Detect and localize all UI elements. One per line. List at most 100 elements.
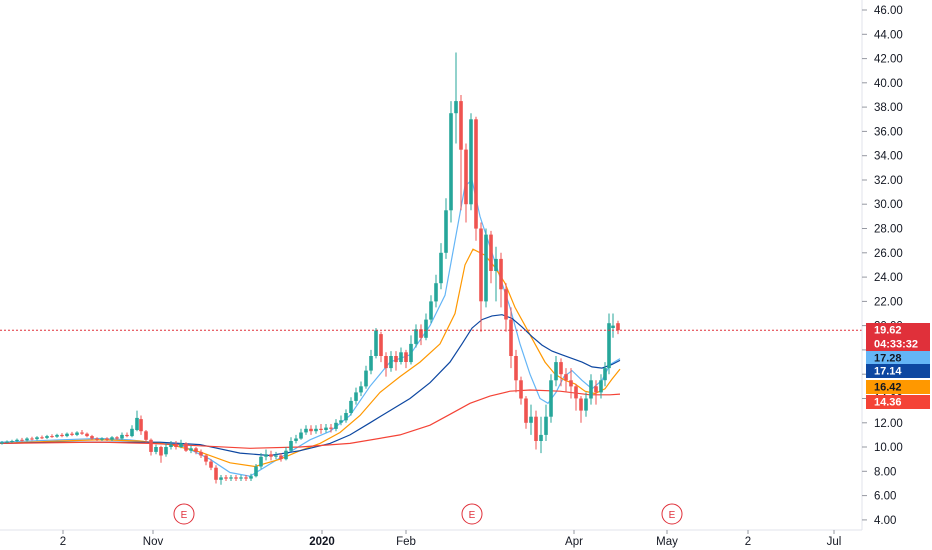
candle-body — [144, 431, 148, 440]
candle — [434, 274, 438, 308]
price-tick-label: 30.00 — [874, 199, 903, 211]
candle — [274, 451, 278, 460]
price-tick-label: 24.00 — [874, 272, 903, 284]
candle — [289, 437, 293, 452]
last-price-tag: 19.62 — [866, 323, 930, 337]
candle-body — [544, 416, 548, 435]
candle — [524, 396, 528, 429]
candle-body — [444, 210, 448, 253]
candle — [259, 453, 263, 469]
candle — [359, 381, 363, 397]
candle-body — [100, 438, 104, 440]
candle — [419, 324, 423, 346]
candle-body — [284, 450, 288, 460]
candle — [539, 416, 543, 454]
candle — [60, 433, 64, 438]
candle — [105, 437, 109, 441]
candle — [329, 424, 333, 433]
candle-body — [439, 252, 443, 284]
candle-body — [434, 283, 438, 302]
time-tick-label: Apr — [565, 536, 583, 548]
candle-body — [80, 432, 84, 434]
ma-value-tag-2: 17.14 — [866, 364, 930, 378]
candle-body — [334, 422, 338, 429]
candle — [75, 431, 79, 437]
candle-body — [424, 319, 428, 338]
price-axis[interactable]: 46.00 44.00 42.00 40.00 38.00 36.00 34.00 32.00… — [862, 5, 903, 527]
candle-body — [559, 362, 563, 375]
earnings-marker-circle — [461, 503, 483, 525]
candle — [244, 475, 248, 481]
candle — [199, 449, 203, 458]
price-tick-label: 36.00 — [874, 126, 903, 138]
candle-body — [289, 441, 293, 451]
candle — [611, 313, 615, 338]
candle — [449, 101, 453, 223]
candle — [454, 52, 458, 144]
candle-body — [594, 386, 598, 393]
candle-body — [85, 433, 89, 437]
ma-value-tag-1: 17.28 — [866, 351, 930, 365]
candle-body — [115, 437, 119, 439]
earnings-marker-circle — [173, 503, 195, 525]
candle-body — [514, 356, 518, 381]
candle-body — [409, 343, 413, 363]
candle — [514, 349, 518, 393]
candle — [20, 437, 24, 442]
earnings-marker[interactable]: E — [661, 503, 683, 525]
candle-body — [5, 441, 9, 443]
candle — [549, 374, 553, 423]
candle-body — [130, 428, 134, 437]
candle — [169, 441, 173, 450]
candle-body — [120, 434, 124, 439]
candle — [409, 335, 413, 365]
candle — [464, 143, 468, 223]
candle — [279, 453, 283, 462]
candle — [219, 475, 223, 485]
candle — [130, 425, 134, 438]
candle — [189, 445, 193, 454]
time-tick-label: 2 — [60, 536, 66, 548]
ma-value-tag-4: 14.36 — [866, 395, 930, 409]
candle-body — [534, 416, 538, 441]
candle-body — [65, 433, 69, 437]
candle — [299, 428, 303, 440]
candle-body — [154, 447, 158, 452]
candle — [15, 438, 19, 443]
candle-body — [15, 439, 19, 441]
candle — [499, 252, 503, 308]
earnings-marker-label: E — [669, 510, 676, 521]
earnings-marker-label: E — [469, 510, 476, 521]
candle-body — [319, 428, 323, 430]
candle — [194, 447, 198, 455]
time-tick-label: May — [656, 536, 678, 548]
time-axis[interactable]: 2 Nov 2020 Feb Apr May 2 Jul — [60, 530, 842, 548]
candle-body — [574, 386, 578, 399]
candle — [309, 425, 313, 435]
candle — [579, 396, 583, 423]
candle-body — [379, 334, 383, 356]
candle-body — [339, 420, 343, 423]
candle — [444, 198, 448, 259]
candle-body — [199, 451, 203, 456]
candle-body — [254, 466, 258, 477]
candle-body — [274, 455, 278, 457]
time-tick-label: Nov — [143, 536, 164, 548]
earnings-marker[interactable]: E — [461, 503, 483, 525]
earnings-marker-label: E — [181, 510, 188, 521]
candle — [414, 324, 418, 348]
candle-body — [349, 400, 353, 413]
candle — [249, 473, 253, 481]
candle-body — [125, 434, 129, 437]
countdown-tag-bg — [866, 337, 930, 351]
moving-average-line-4 — [0, 389, 621, 449]
candle — [314, 425, 318, 434]
earnings-marker[interactable]: E — [173, 503, 195, 525]
candle-body — [364, 370, 368, 387]
candle — [100, 437, 104, 441]
candle — [159, 445, 163, 463]
candle-body — [0, 442, 4, 444]
